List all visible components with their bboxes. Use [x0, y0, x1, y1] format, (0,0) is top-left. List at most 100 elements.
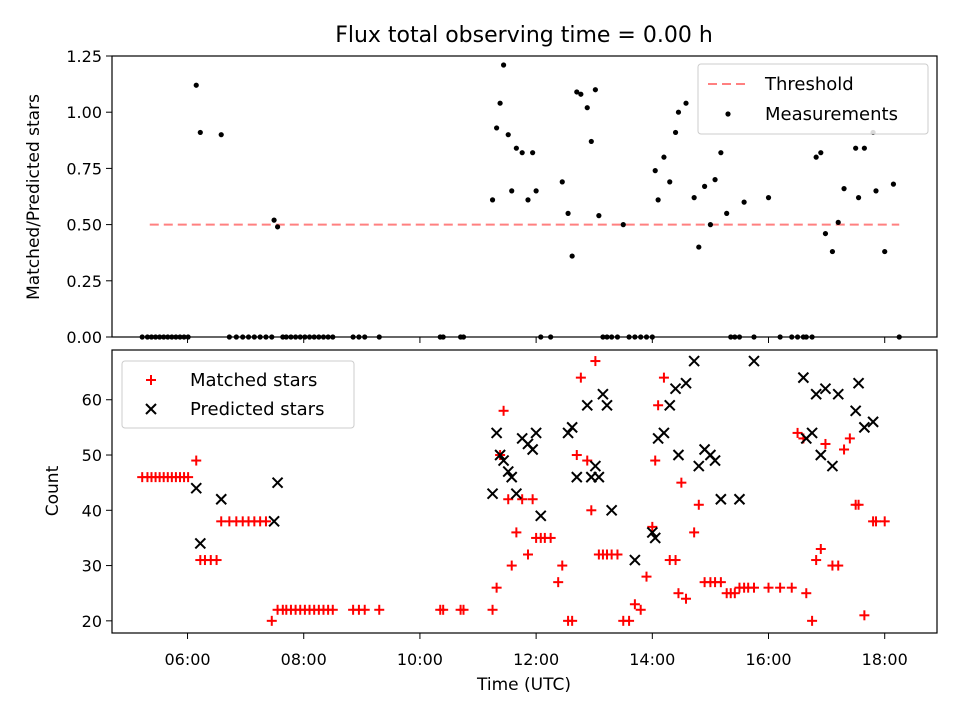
matched-point	[641, 571, 652, 582]
matched-point	[786, 582, 797, 593]
measurement-point	[873, 188, 879, 194]
measurement-point	[596, 213, 602, 219]
measurement-point	[525, 197, 531, 203]
predicted-point	[810, 388, 822, 400]
predicted-point	[852, 377, 865, 389]
bottom-xtick-label: 12:00	[513, 650, 559, 669]
measurement-point	[218, 132, 224, 138]
predicted-point	[194, 537, 207, 550]
predicted-point	[486, 488, 499, 500]
measurement-point	[569, 253, 575, 259]
measurement-point	[861, 145, 867, 151]
measurement-point	[675, 109, 682, 115]
predicted-point	[510, 488, 523, 500]
predicted-point	[867, 416, 879, 428]
matched-point	[807, 615, 818, 626]
predicted-point	[680, 377, 692, 389]
measurement-point	[588, 138, 594, 145]
predicted-point	[593, 471, 605, 483]
measurement-point	[661, 154, 667, 160]
predicted-point	[562, 427, 574, 439]
predicted-point	[733, 493, 746, 505]
matched-point	[374, 604, 385, 615]
matched-point	[503, 494, 514, 505]
measurement-point	[620, 222, 626, 228]
matched-point	[438, 604, 449, 615]
matched-point	[647, 521, 658, 532]
legend-measurements-swatch	[725, 111, 731, 117]
measurement-point	[741, 199, 747, 205]
measurement-point	[592, 87, 598, 93]
measurement-point	[513, 145, 519, 151]
bottom-ytick-label: 50	[82, 446, 102, 465]
matched-point	[211, 555, 222, 566]
measurement-point	[853, 145, 859, 151]
measurement-point	[835, 219, 841, 225]
matched-point	[748, 582, 759, 593]
predicted-point	[669, 382, 682, 395]
legend-threshold-label: Threshold	[764, 74, 854, 95]
measurement-point	[500, 62, 507, 68]
matched-point	[498, 405, 509, 416]
matched-series	[137, 356, 890, 626]
measurement-point	[829, 248, 836, 255]
measurement-point	[193, 82, 199, 88]
predicted-series	[190, 355, 879, 566]
bottom-xtick-label: 18:00	[862, 650, 908, 669]
matched-point	[590, 356, 601, 367]
measurement-point	[584, 105, 590, 111]
predicted-point	[566, 421, 578, 434]
predicted-point	[819, 382, 832, 395]
measurement-point	[497, 100, 503, 106]
top-ytick-label: 0.75	[66, 159, 102, 178]
bottom-panel: 20 30 40 50 60 06:00 08:00 10:00 12:00 14:00 16:00…	[43, 349, 938, 695]
measurement-point	[494, 125, 500, 131]
matched-point	[673, 588, 684, 599]
predicted-point	[215, 493, 227, 505]
measurement-point	[683, 100, 689, 106]
matched-point	[693, 499, 704, 510]
matched-point	[571, 450, 582, 461]
measurement-point	[707, 222, 714, 228]
bottom-xtick-label: 08:00	[281, 650, 327, 669]
top-ytick-label: 0.00	[66, 328, 102, 347]
predicted-point	[589, 460, 602, 472]
predicted-point	[581, 399, 593, 411]
legend-predicted-swatch	[145, 403, 157, 415]
predicted-point	[646, 526, 659, 539]
matched-point	[635, 604, 646, 615]
bottom-ytick-label: 30	[82, 557, 102, 576]
measurement-point	[271, 217, 277, 223]
predicted-point	[601, 399, 613, 411]
predicted-point	[715, 493, 727, 505]
matched-point	[612, 549, 623, 560]
predicted-point	[826, 460, 839, 472]
matched-point	[624, 615, 635, 626]
matched-point	[801, 588, 812, 599]
chart-title: Flux total observing time = 0.00 h	[335, 23, 713, 48]
measurement-point	[822, 230, 829, 237]
matched-point	[650, 455, 661, 466]
matched-point	[681, 593, 692, 604]
predicted-point	[649, 532, 661, 544]
measurement-point	[652, 168, 658, 174]
matched-point	[582, 455, 593, 466]
predicted-point	[190, 482, 202, 494]
matched-point	[517, 494, 528, 505]
measurement-point	[655, 197, 661, 203]
measurement-point	[274, 224, 281, 230]
measurement-point	[813, 154, 819, 160]
matched-point	[670, 555, 681, 566]
matched-point	[527, 494, 538, 505]
top-ylabel: Matched/Predicted stars	[24, 94, 44, 300]
predicted-point	[832, 388, 844, 400]
bottom-xtick-label: 10:00	[397, 650, 443, 669]
measurement-point	[672, 129, 679, 136]
matched-point	[266, 615, 277, 626]
predicted-point	[268, 515, 280, 528]
predicted-point	[605, 504, 618, 517]
top-panel: 0.00 0.25 0.50 0.75 1.00 1.25 Matched/Predict…	[24, 47, 938, 347]
predicted-point	[672, 449, 685, 461]
predicted-point	[658, 427, 670, 439]
matched-point	[458, 604, 469, 615]
